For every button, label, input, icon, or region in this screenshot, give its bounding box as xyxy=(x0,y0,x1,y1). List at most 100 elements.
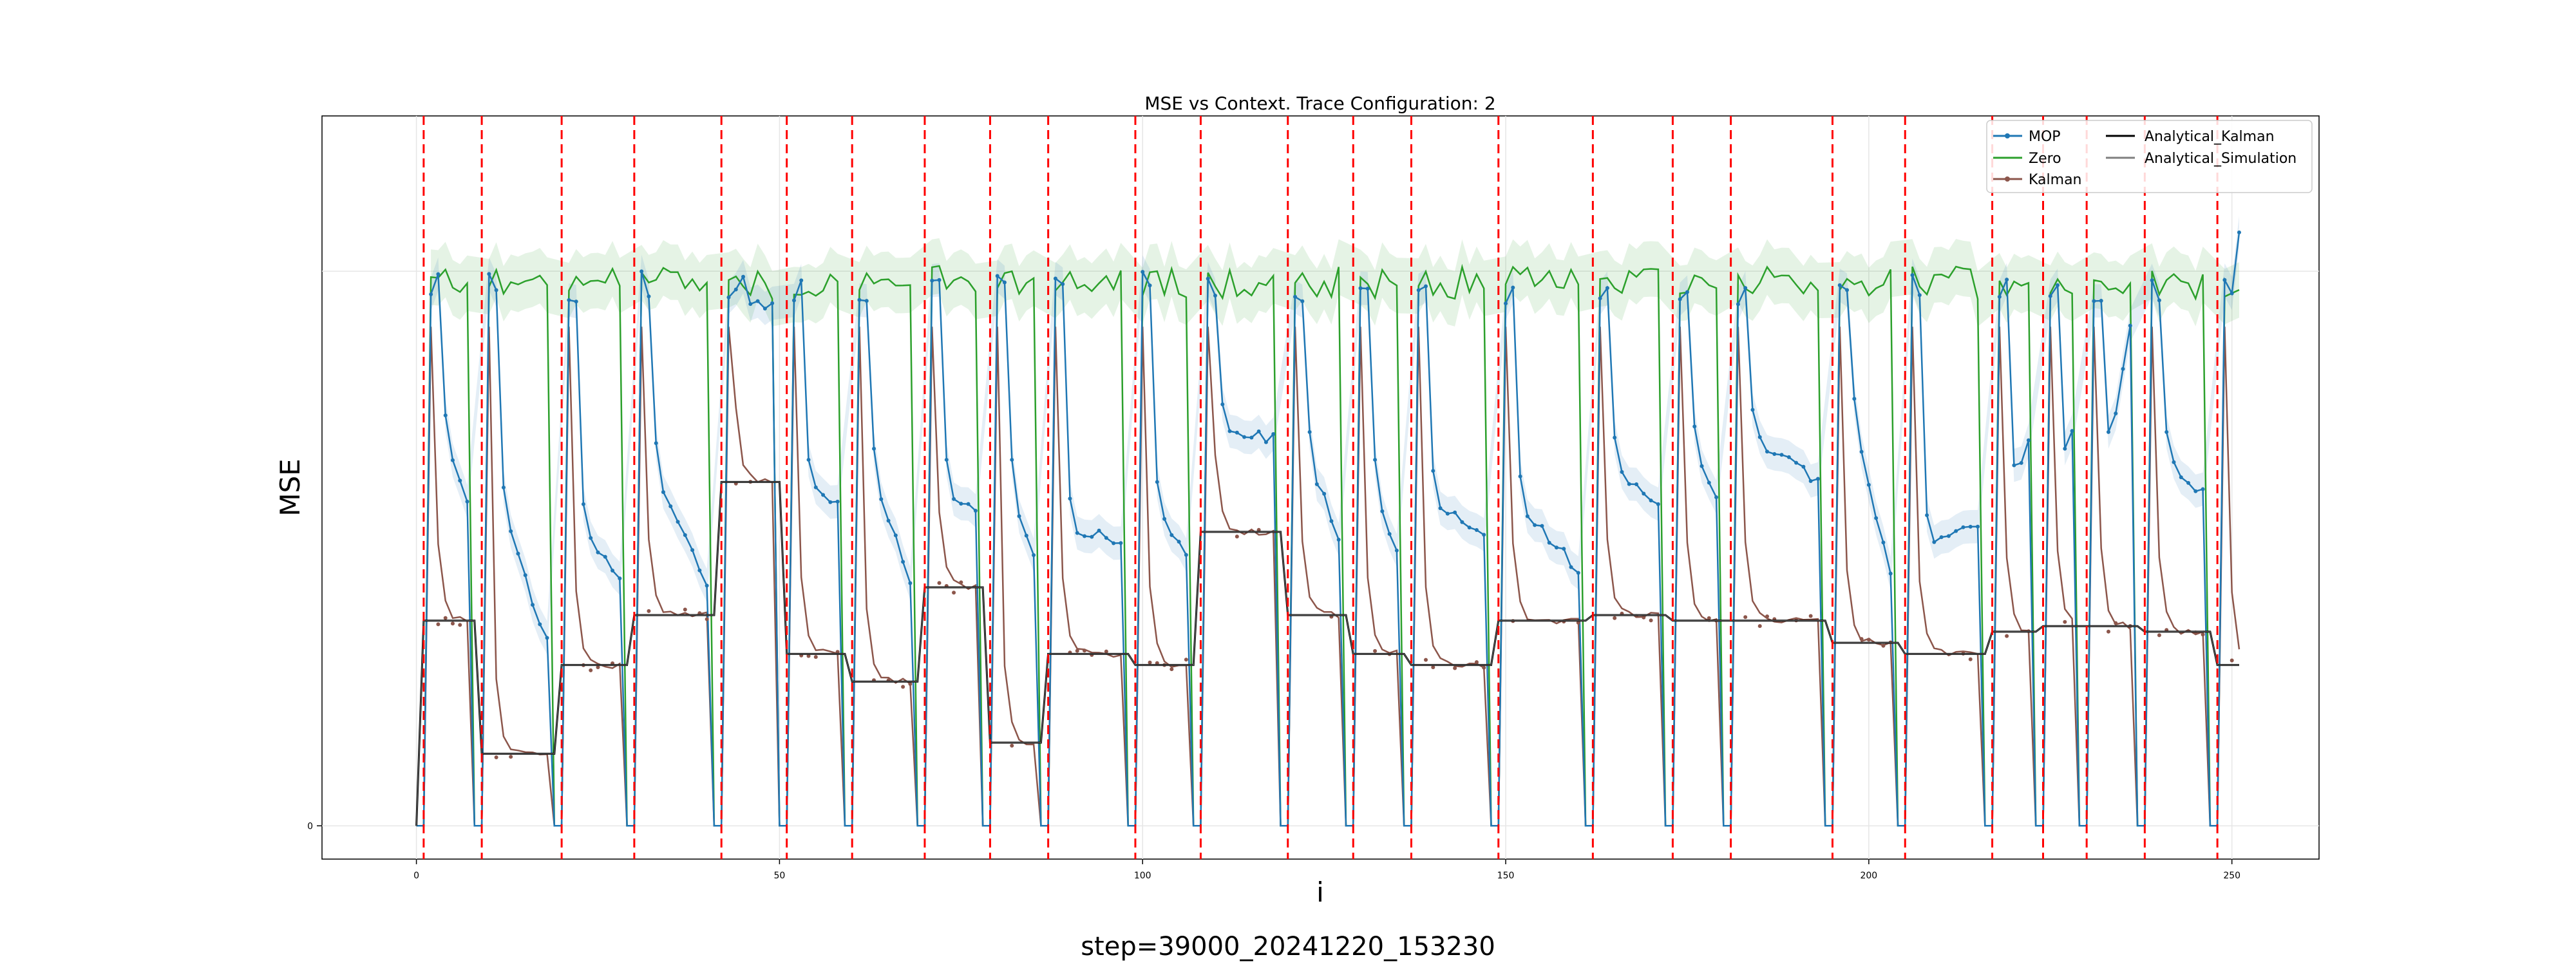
kalman-point xyxy=(2063,620,2067,624)
kalman-point xyxy=(1859,637,1864,641)
mop-point xyxy=(436,272,440,276)
mop-point xyxy=(1024,533,1028,538)
kalman-point xyxy=(908,681,913,686)
kalman-point xyxy=(806,654,811,658)
kalman-point xyxy=(1075,649,1079,653)
mop-point xyxy=(1358,286,1363,290)
kalman-point xyxy=(683,607,687,612)
mop-point xyxy=(1213,294,1217,298)
plot-area xyxy=(321,115,2320,860)
mop-point xyxy=(1170,533,1174,537)
mop-point xyxy=(770,301,775,305)
mop-point xyxy=(2157,298,2161,303)
mop-point xyxy=(1112,541,1116,545)
mop-point xyxy=(1061,282,1065,287)
mop-point xyxy=(1525,514,1530,518)
kalman-point xyxy=(1743,615,1748,620)
mop-point xyxy=(1424,284,1428,289)
mop-point xyxy=(828,500,833,504)
kalman-point xyxy=(2230,658,2234,663)
mop-point xyxy=(2121,366,2125,371)
mop-point xyxy=(2099,299,2103,303)
mop-point xyxy=(1438,506,1443,511)
legend-box xyxy=(1986,120,2313,193)
mop-point xyxy=(531,603,535,607)
mop-point xyxy=(1700,464,1704,468)
mop-point xyxy=(1184,553,1188,557)
mop-point xyxy=(2186,480,2191,485)
mop-point xyxy=(509,529,513,533)
mop-point xyxy=(1010,457,1014,462)
legend: MOP Zero Kalman Analytical_Kalman Analyt… xyxy=(1986,120,2313,193)
mop-point xyxy=(1329,519,1334,524)
kalman-point xyxy=(1424,658,1428,662)
chart-title: MSE vs Context. Trace Configuration: 2 xyxy=(1144,93,1495,114)
mop-point xyxy=(1837,283,1842,287)
mop-point xyxy=(1772,451,1777,456)
mop-point xyxy=(1365,287,1370,291)
mop-point xyxy=(1997,294,2002,299)
mop-point xyxy=(1083,534,1087,538)
mop-point xyxy=(806,457,811,462)
mop-point xyxy=(2114,411,2118,415)
mop-point xyxy=(501,486,506,489)
mop-point xyxy=(523,573,527,578)
mop-point xyxy=(1707,480,1711,485)
mop-point xyxy=(1815,477,1820,481)
legend-label-analytical-simulation: Analytical_Simulation xyxy=(2145,151,2297,167)
mop-point xyxy=(581,502,585,506)
mop-point xyxy=(799,278,804,283)
mop-point xyxy=(959,502,963,506)
mop-point xyxy=(872,446,876,451)
kalman-point xyxy=(2114,621,2118,625)
mop-point xyxy=(538,622,542,627)
mop-point xyxy=(647,294,651,299)
kalman-point xyxy=(1235,535,1239,539)
kalman-point xyxy=(1373,649,1378,653)
mop-point xyxy=(1794,460,1799,465)
y-tick-label: 0 xyxy=(307,821,313,831)
mop-point xyxy=(1750,408,1755,412)
kalman-point xyxy=(1474,660,1479,665)
mop-point xyxy=(1678,297,1682,301)
mop-point xyxy=(879,497,884,502)
mop-point xyxy=(1075,531,1079,535)
mop-point xyxy=(1910,273,1915,278)
mop-point xyxy=(2026,438,2031,442)
mop-point xyxy=(1881,540,1886,545)
kalman-point xyxy=(2005,634,2009,638)
kalman-point xyxy=(2106,629,2110,634)
kalman-point xyxy=(1968,657,1973,661)
mop-point xyxy=(443,413,448,418)
mop-point xyxy=(1504,301,1508,306)
mop-point xyxy=(1613,435,1617,440)
mop-point xyxy=(755,299,760,303)
series xyxy=(415,230,2241,827)
kalman-point xyxy=(1148,660,1152,665)
mop-point xyxy=(1104,536,1108,540)
mop-point xyxy=(1162,516,1167,521)
kalman-point xyxy=(1256,527,1261,532)
mop-point xyxy=(2222,278,2227,282)
mop-point xyxy=(1256,429,1261,433)
mop-point xyxy=(2179,475,2183,480)
kalman-point xyxy=(450,621,455,626)
mop-point xyxy=(1569,565,1573,569)
mop-point xyxy=(886,518,891,523)
kalman-point xyxy=(494,755,498,760)
mop-point xyxy=(2092,299,2096,303)
mop-point xyxy=(697,568,702,573)
mop-point xyxy=(1271,431,1276,436)
mop-point xyxy=(1932,540,1937,544)
mop-point xyxy=(864,299,869,303)
mop-point xyxy=(1032,553,1036,557)
mop-point xyxy=(458,478,462,483)
kalman-point xyxy=(1757,624,1762,629)
mop-point xyxy=(1242,435,1247,439)
kalman-point xyxy=(952,591,956,595)
kalman-point xyxy=(1576,620,1580,625)
mop-point xyxy=(1939,535,1944,540)
mop-point xyxy=(1460,520,1464,524)
mop-point xyxy=(1068,497,1072,501)
mop-point xyxy=(683,533,687,537)
